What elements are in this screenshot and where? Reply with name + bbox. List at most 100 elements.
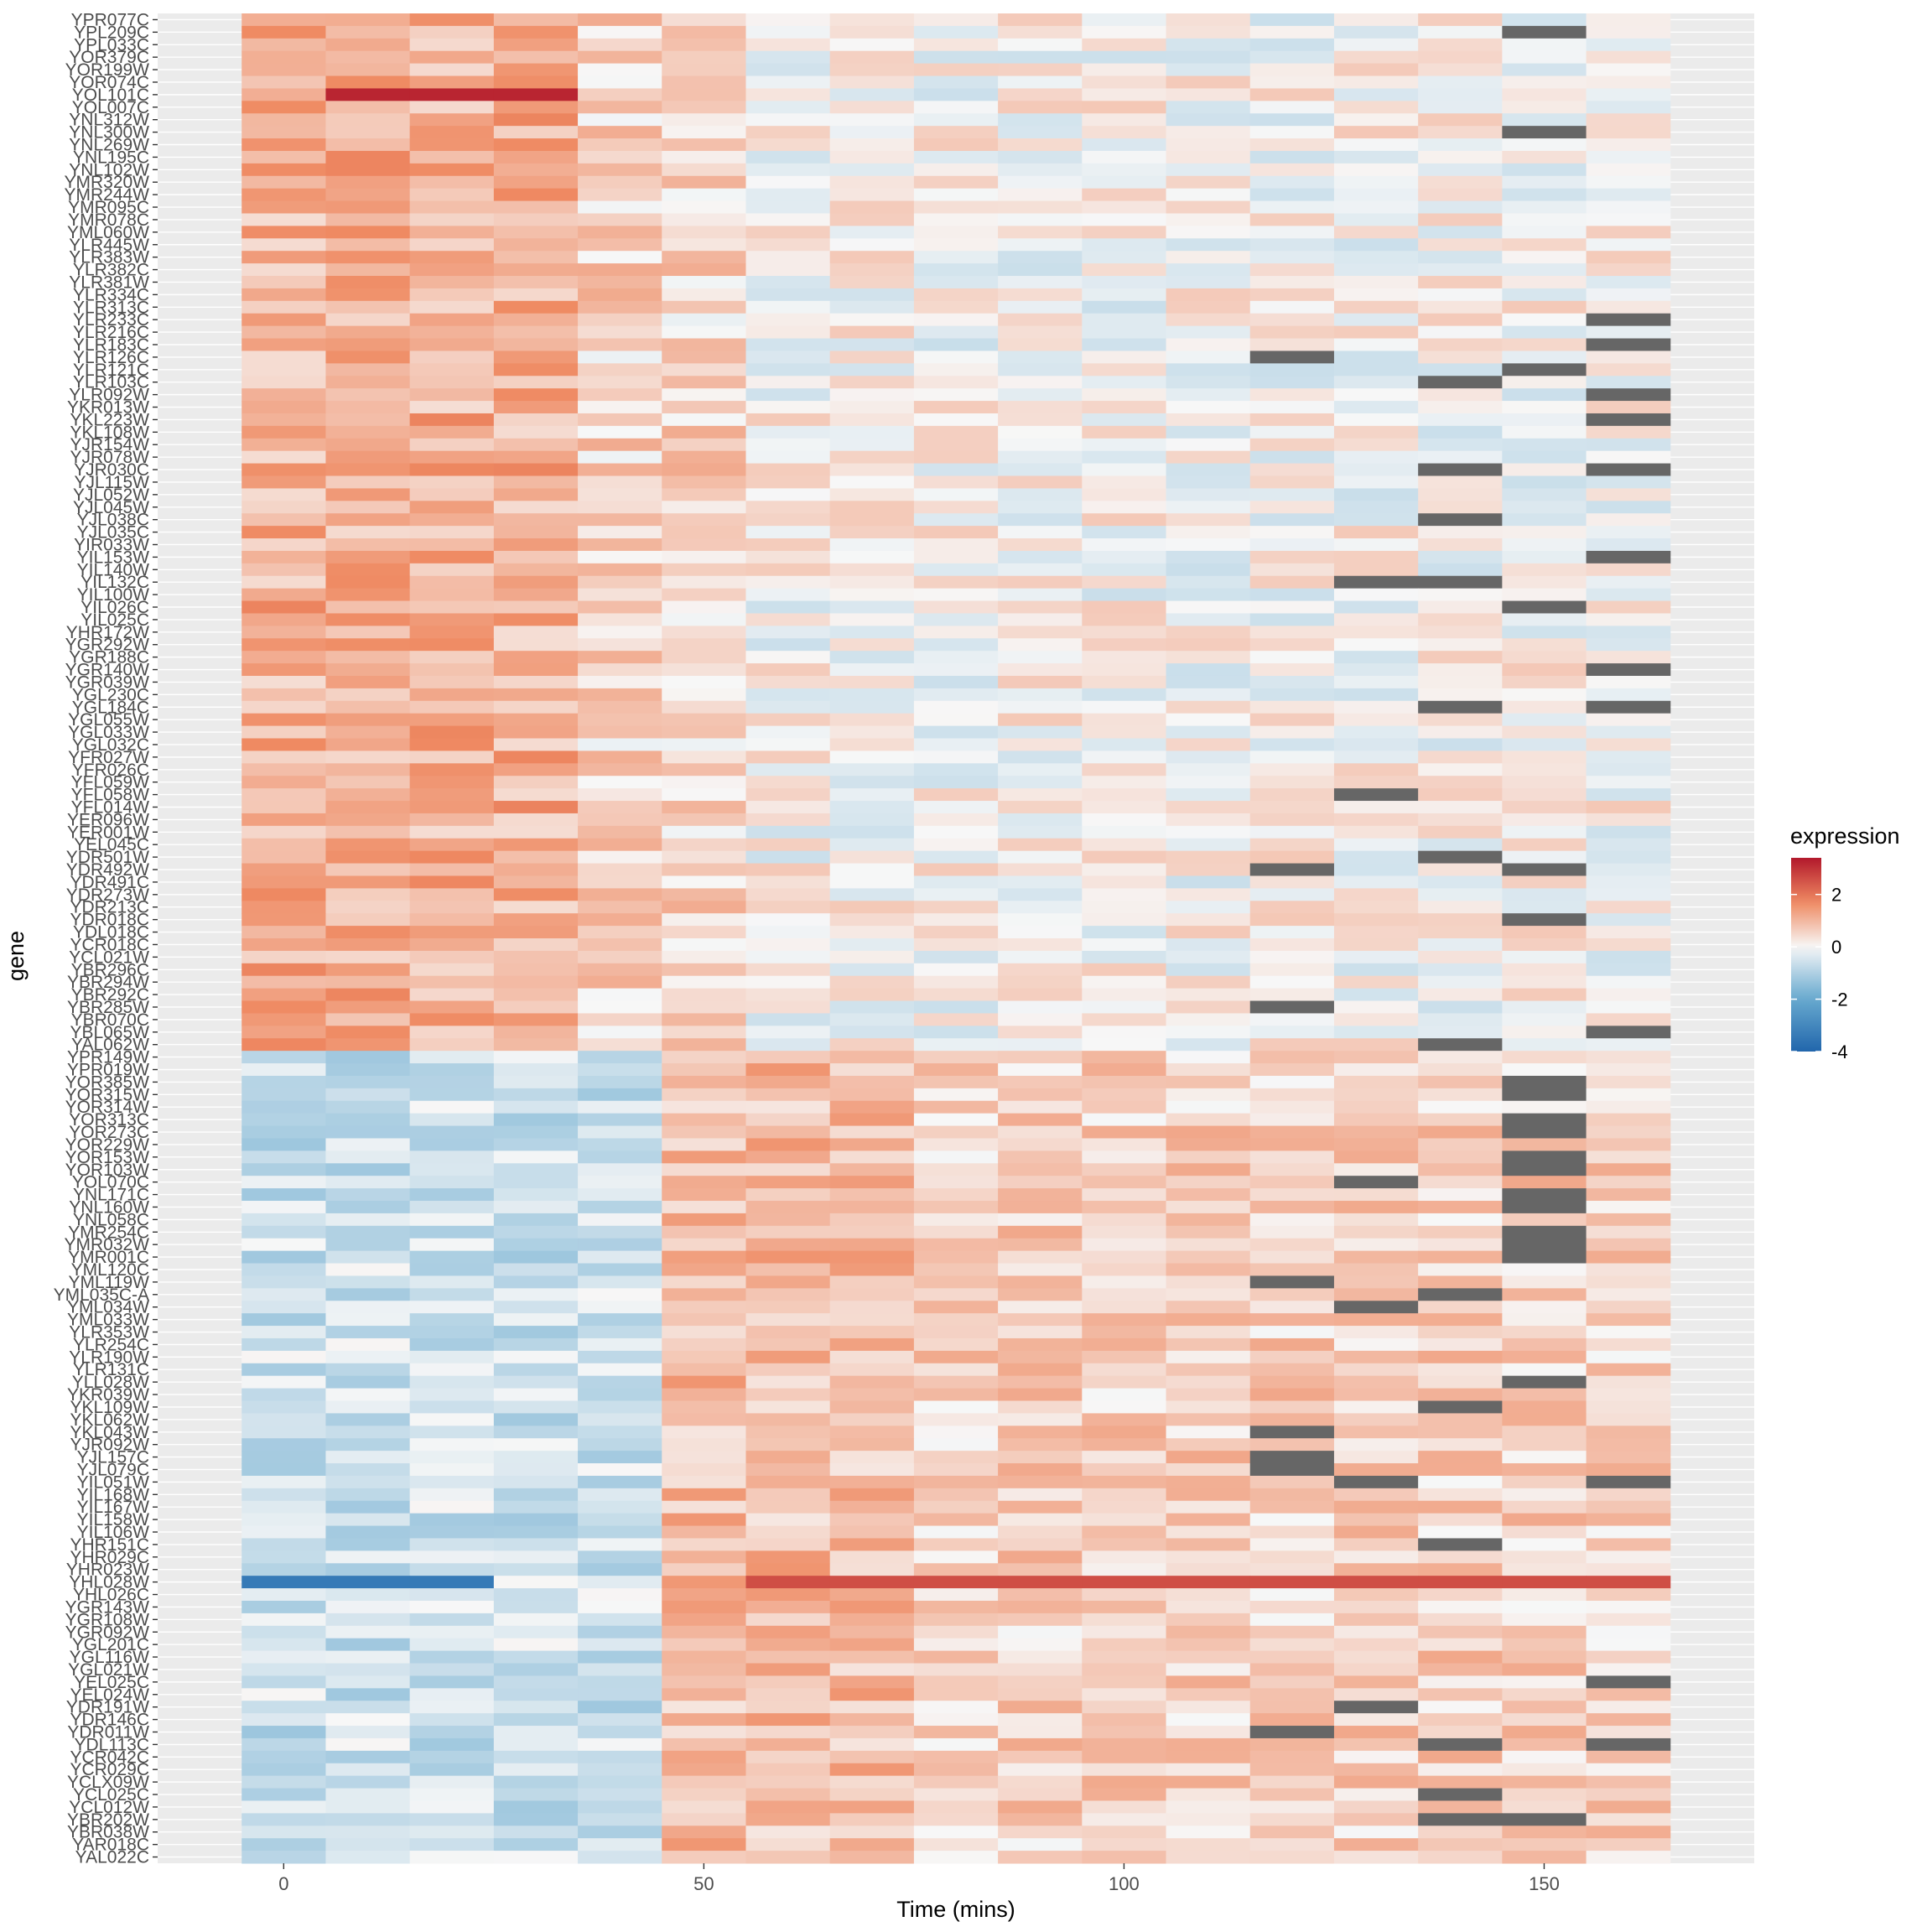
heatmap-cell xyxy=(325,1588,411,1602)
heatmap-cell xyxy=(998,263,1083,277)
heatmap-cell xyxy=(493,351,579,364)
heatmap-cell xyxy=(1586,763,1671,776)
heatmap-cell xyxy=(578,50,662,65)
heatmap-cell xyxy=(1586,1488,1671,1502)
heatmap-cell xyxy=(998,463,1083,476)
heatmap-cell xyxy=(493,101,579,114)
heatmap-cell xyxy=(409,138,495,152)
heatmap-cell xyxy=(325,738,411,751)
heatmap-cell xyxy=(745,1213,831,1227)
heatmap-cell xyxy=(662,913,746,927)
heatmap-cell xyxy=(829,813,915,827)
heatmap-cell xyxy=(1418,288,1503,302)
heatmap-cell xyxy=(493,1163,579,1176)
heatmap-cell xyxy=(829,1413,915,1426)
heatmap-cell xyxy=(1166,251,1251,264)
heatmap-cell xyxy=(1502,863,1587,876)
heatmap-cell xyxy=(829,1100,915,1114)
heatmap-cell xyxy=(578,401,662,414)
heatmap-cell xyxy=(913,1238,999,1252)
heatmap-cell xyxy=(1333,1688,1419,1701)
heatmap-cell xyxy=(913,626,999,639)
heatmap-cell xyxy=(578,276,662,289)
heatmap-cell xyxy=(493,1563,579,1576)
heatmap-cell xyxy=(1502,725,1587,740)
heatmap-cell xyxy=(998,1150,1083,1164)
heatmap-cell xyxy=(829,1400,915,1414)
heatmap-cell xyxy=(1166,675,1251,689)
heatmap-cell xyxy=(1586,1238,1671,1252)
heatmap-cell xyxy=(1333,501,1419,514)
heatmap-cell xyxy=(1249,1288,1335,1301)
heatmap-cell xyxy=(1333,1838,1419,1852)
heatmap-cell xyxy=(662,1163,746,1176)
heatmap-cell xyxy=(493,1475,579,1489)
heatmap-cell xyxy=(1249,1550,1335,1564)
x-tick-label: 100 xyxy=(1109,1873,1140,1894)
heatmap-cell xyxy=(745,276,831,289)
heatmap-cell xyxy=(913,1388,999,1401)
heatmap-cell xyxy=(325,1000,411,1014)
heatmap-cell xyxy=(1166,588,1251,602)
heatmap-cell xyxy=(1502,1188,1587,1202)
heatmap-cell xyxy=(662,875,746,889)
heatmap-cell xyxy=(578,638,662,652)
heatmap-cell xyxy=(1082,1513,1167,1527)
heatmap-cell xyxy=(1333,1675,1419,1689)
heatmap-cell xyxy=(1249,513,1335,527)
heatmap-cell xyxy=(662,863,746,876)
heatmap-cell xyxy=(1166,788,1251,802)
heatmap-cell xyxy=(1586,188,1671,202)
heatmap-cell xyxy=(662,926,746,939)
heatmap-cell xyxy=(242,688,326,702)
heatmap-cell xyxy=(662,1250,746,1265)
heatmap-cell xyxy=(998,1775,1083,1789)
heatmap-cell xyxy=(745,813,831,827)
heatmap-cell xyxy=(829,1026,915,1039)
heatmap-cell xyxy=(829,1163,915,1176)
heatmap-cell xyxy=(829,1451,915,1464)
heatmap-cell xyxy=(325,488,411,501)
heatmap-cell xyxy=(1082,1000,1167,1014)
heatmap-cell xyxy=(578,1588,662,1602)
heatmap-cell xyxy=(829,675,915,689)
heatmap-cell xyxy=(998,1201,1083,1214)
heatmap-cell xyxy=(998,1275,1083,1289)
y-tick-label: YAL062W xyxy=(71,1036,149,1055)
heatmap-cell xyxy=(242,875,326,889)
heatmap-cell xyxy=(493,1688,579,1701)
heatmap-cell xyxy=(1502,1763,1587,1777)
heatmap-cell xyxy=(662,1125,746,1139)
heatmap-cell xyxy=(325,763,411,776)
heatmap-cell xyxy=(325,1375,411,1389)
heatmap-cell xyxy=(1502,1600,1587,1614)
heatmap-cell xyxy=(1418,1838,1503,1852)
heatmap-cell xyxy=(325,1475,411,1489)
heatmap-cell xyxy=(578,163,662,177)
heatmap-cell xyxy=(1418,1763,1503,1777)
heatmap-cell xyxy=(1502,663,1587,677)
heatmap-cell xyxy=(1082,776,1167,789)
heatmap-cell xyxy=(1418,1363,1503,1377)
heatmap-cell xyxy=(242,1350,326,1364)
heatmap-cell xyxy=(998,1100,1083,1114)
heatmap-cell xyxy=(325,1463,411,1477)
heatmap-cell xyxy=(1418,913,1503,927)
heatmap-cell xyxy=(662,1500,746,1514)
heatmap-cell xyxy=(829,1438,915,1452)
heatmap-cell xyxy=(242,288,326,302)
heatmap-cell xyxy=(745,263,831,277)
heatmap-cell xyxy=(1249,263,1335,277)
heatmap-cell xyxy=(1082,700,1167,714)
heatmap-cell xyxy=(493,713,579,727)
heatmap-cell xyxy=(1166,1113,1251,1127)
heatmap-cell xyxy=(1249,888,1335,901)
heatmap-cell xyxy=(409,526,495,539)
heatmap-cell xyxy=(1586,825,1671,839)
heatmap-cell xyxy=(325,1513,411,1527)
heatmap-cell xyxy=(662,113,746,127)
heatmap-cell xyxy=(1166,1263,1251,1276)
heatmap-cell xyxy=(1502,750,1587,764)
heatmap-cell xyxy=(409,613,495,626)
heatmap-cell xyxy=(1166,875,1251,889)
